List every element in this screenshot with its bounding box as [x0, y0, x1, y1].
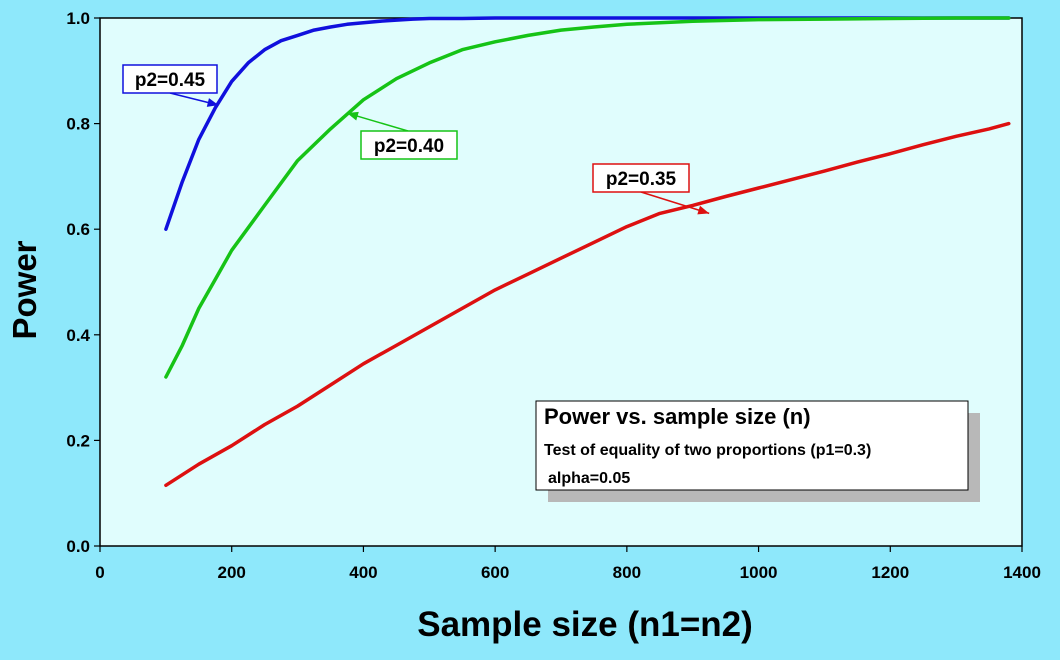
- x-tick-label: 400: [349, 563, 377, 582]
- y-tick-label: 1.0: [66, 9, 90, 28]
- y-tick-label: 0.8: [66, 115, 90, 134]
- info-box-line2: alpha=0.05: [548, 470, 630, 487]
- y-tick-label: 0.6: [66, 220, 90, 239]
- callout-arrow-line-2: [640, 191, 710, 215]
- info-box-title: Power vs. sample size (n): [544, 404, 811, 429]
- callout-box-0: [122, 64, 218, 94]
- x-tick-label: 1000: [740, 563, 778, 582]
- series-line-2: [164, 121, 1011, 488]
- y-tick-label: 0.4: [66, 326, 90, 345]
- x-tick-label: 1400: [1003, 563, 1041, 582]
- series-line-1: [164, 16, 1011, 379]
- annotation-layer: p2=0.45 p2=0.40 p2=0.35: [122, 64, 710, 215]
- x-tick-label: 1200: [871, 563, 909, 582]
- callout-arrow-head-1: [346, 111, 359, 121]
- x-axis-title: Sample size (n1=n2): [417, 605, 753, 644]
- info-box-line1: Test of equality of two proportions (p1=…: [544, 442, 871, 459]
- callout-box-2: [592, 163, 690, 193]
- x-tick-label: 200: [218, 563, 246, 582]
- callout-box-1: [360, 130, 458, 160]
- x-tick-label: 800: [613, 563, 641, 582]
- info-box-panel: [535, 400, 969, 491]
- y-tick-label: 0.0: [66, 537, 90, 556]
- series-line-0: [164, 16, 1011, 231]
- callout-label-2: p2=0.35: [606, 169, 677, 190]
- series-layer: [164, 16, 1011, 488]
- x-tick-label: 600: [481, 563, 509, 582]
- y-axis-title: Power: [6, 240, 43, 339]
- callout-label-0: p2=0.45: [135, 70, 206, 91]
- x-tick-label: 0: [95, 563, 104, 582]
- callout-arrow-head-0: [206, 98, 219, 107]
- info-box: Power vs. sample size (n) Test of equali…: [535, 400, 980, 502]
- y-tick-label: 0.2: [66, 431, 90, 450]
- callout-arrow-head-2: [697, 205, 710, 215]
- callout-label-1: p2=0.40: [374, 136, 444, 157]
- ticks-layer: 0 200 400 600 800 1000 1200 1400 0.0 0.2 0.4 0.6 0.8…: [66, 9, 1041, 582]
